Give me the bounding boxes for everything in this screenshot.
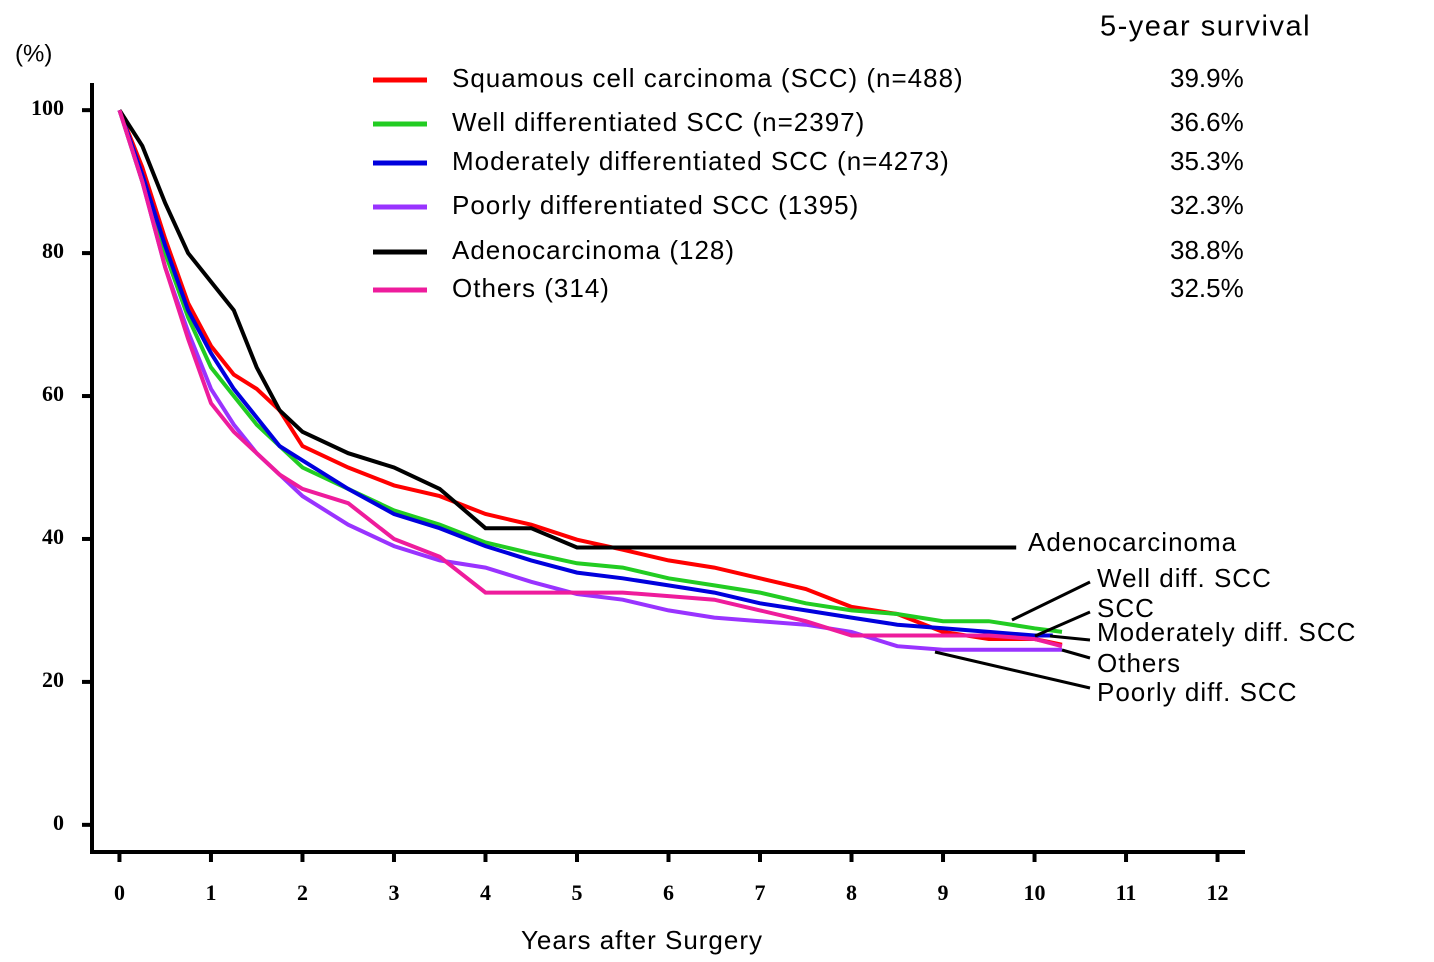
legend-label: Adenocarcinoma (128) [452,235,735,265]
y-tick-label: 0 [53,810,64,835]
survival-curve [117,109,1017,550]
x-tick-label: 9 [938,880,949,905]
survival-label: 32.3% [1170,190,1244,220]
survival-label: 32.5% [1170,273,1244,303]
end-label: Well diff. SCC [1097,563,1272,593]
x-axis-label: Years after Surgery [521,925,763,955]
x-tick-label: 10 [1024,880,1046,905]
survival-label: 35.3% [1170,146,1244,176]
legend-label: Squamous cell carcinoma (SCC) (n=488) [452,63,964,93]
y-tick-label: 100 [31,95,64,120]
x-tick-label: 4 [480,880,491,905]
survival-label: 39.9% [1170,63,1244,93]
x-tick-label: 7 [755,880,766,905]
leader-line [1049,634,1091,642]
x-tick-label: 5 [571,880,582,905]
legend-label: Poorly differentiated SCC (1395) [452,190,859,220]
survival-label: 36.6% [1170,107,1244,137]
end-label: SCC [1097,593,1155,623]
y-axis-label: (%) [15,40,52,67]
survival-curve [117,109,1063,634]
survival-curve [117,109,1053,638]
y-tick-label: 20 [42,667,64,692]
survival-label: 38.8% [1170,235,1244,265]
legend-label: Moderately differentiated SCC (n=4273) [452,146,950,176]
x-tick-label: 6 [663,880,674,905]
legend-title: 5-year survival [1100,11,1311,43]
x-tick-label: 2 [297,880,308,905]
x-tick-label: 3 [388,880,399,905]
y-tick-label: 40 [42,524,64,549]
x-tick-label: 11 [1116,880,1137,905]
y-tick-label: 80 [42,238,64,263]
leader-line [1034,610,1091,638]
x-tick-label: 0 [114,880,125,905]
legend-label: Others (314) [452,273,610,303]
end-label: Poorly diff. SCC [1097,677,1297,707]
x-tick-label: 12 [1207,880,1229,905]
survival-curve [117,109,1063,649]
legend-label: Well differentiated SCC (n=2397) [452,107,865,137]
x-tick-label: 1 [205,880,216,905]
x-tick-label: 8 [846,880,857,905]
leader-line [1011,580,1091,622]
end-label: Moderately diff. SCC [1097,617,1356,647]
leader-line [1061,648,1091,660]
y-tick-label: 60 [42,381,64,406]
end-label: Adenocarcinoma [1028,527,1237,557]
end-label: Others [1097,648,1181,678]
leader-line [934,650,1091,690]
survival-curve [117,109,1062,652]
